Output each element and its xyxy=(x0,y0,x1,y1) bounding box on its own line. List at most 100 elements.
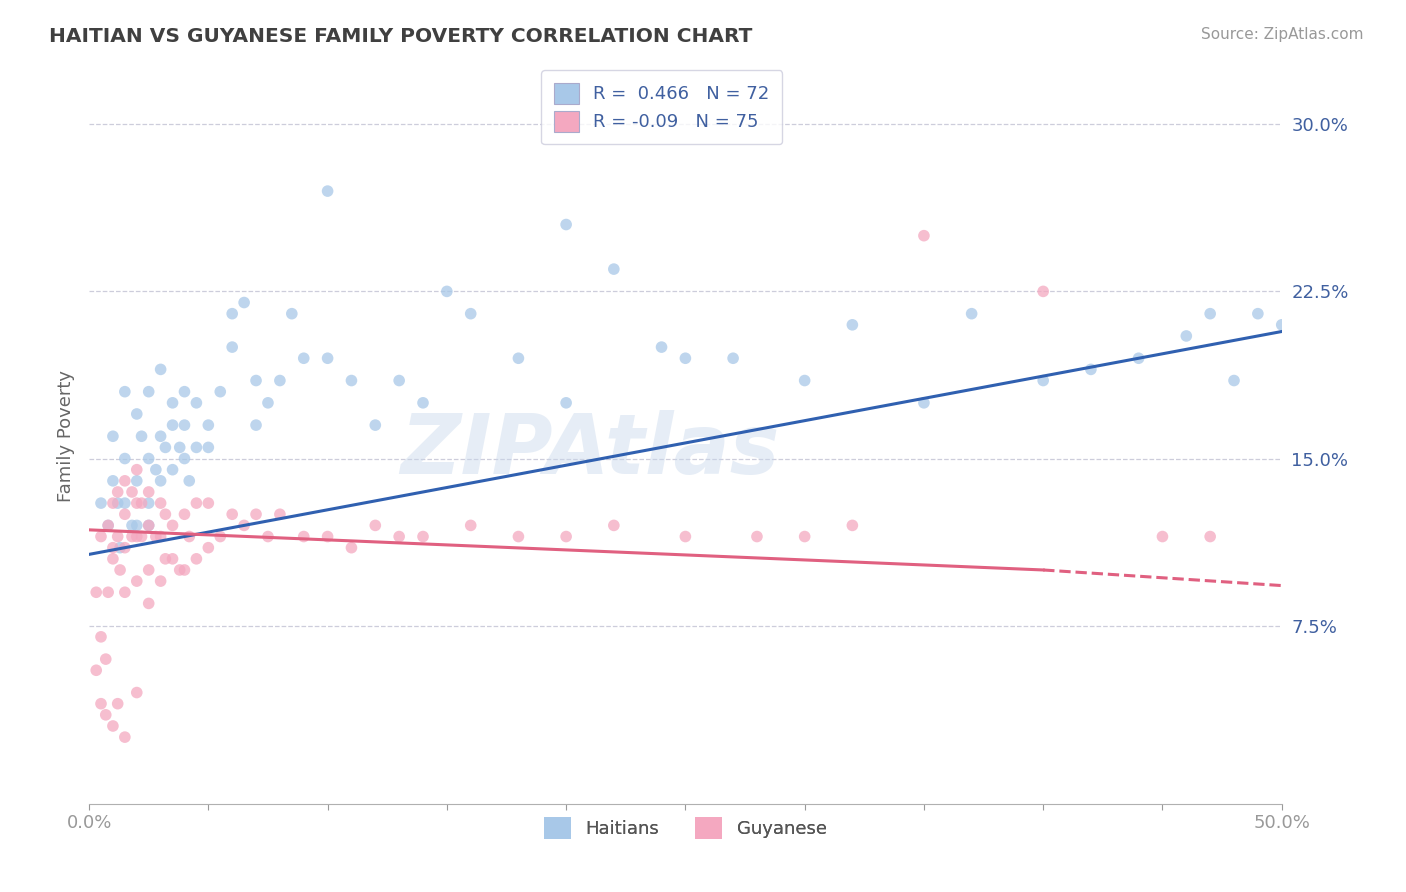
Point xyxy=(841,318,863,332)
Point xyxy=(162,518,184,533)
Point xyxy=(1032,285,1054,299)
Point xyxy=(125,574,148,588)
Point xyxy=(186,441,208,455)
Point xyxy=(603,262,626,277)
Point xyxy=(173,508,195,522)
Point xyxy=(145,463,167,477)
Point xyxy=(1247,307,1270,321)
Point xyxy=(269,374,291,388)
Point xyxy=(745,530,768,544)
Point xyxy=(107,697,129,711)
Point xyxy=(90,630,112,644)
Point xyxy=(90,496,112,510)
Point xyxy=(197,441,219,455)
Point xyxy=(138,384,160,399)
Point xyxy=(121,518,143,533)
Point xyxy=(125,530,148,544)
Point xyxy=(162,551,184,566)
Point xyxy=(292,351,315,366)
Point xyxy=(169,563,191,577)
Point xyxy=(316,530,339,544)
Point xyxy=(257,396,280,410)
Point xyxy=(114,508,136,522)
Point xyxy=(197,418,219,433)
Point xyxy=(221,340,243,354)
Point xyxy=(94,652,117,666)
Point xyxy=(145,530,167,544)
Point xyxy=(90,530,112,544)
Point xyxy=(209,530,232,544)
Point xyxy=(114,541,136,555)
Point xyxy=(173,563,195,577)
Y-axis label: Family Poverty: Family Poverty xyxy=(58,370,75,502)
Point xyxy=(186,551,208,566)
Point xyxy=(508,530,530,544)
Point xyxy=(125,474,148,488)
Point xyxy=(125,407,148,421)
Point xyxy=(841,518,863,533)
Point xyxy=(508,351,530,366)
Point xyxy=(460,307,482,321)
Point xyxy=(388,530,411,544)
Point xyxy=(138,451,160,466)
Point xyxy=(721,351,744,366)
Point xyxy=(221,307,243,321)
Point xyxy=(97,518,120,533)
Point xyxy=(108,541,131,555)
Point xyxy=(257,530,280,544)
Point xyxy=(149,474,172,488)
Point xyxy=(186,496,208,510)
Point xyxy=(233,518,256,533)
Point xyxy=(114,451,136,466)
Point xyxy=(131,429,153,443)
Point xyxy=(245,508,267,522)
Point xyxy=(155,441,177,455)
Point xyxy=(90,697,112,711)
Point xyxy=(281,307,304,321)
Point xyxy=(292,530,315,544)
Point xyxy=(316,351,339,366)
Point xyxy=(131,496,153,510)
Point xyxy=(651,340,673,354)
Legend: Haitians, Guyanese: Haitians, Guyanese xyxy=(537,810,834,847)
Point xyxy=(233,295,256,310)
Point xyxy=(603,518,626,533)
Point xyxy=(101,429,124,443)
Point xyxy=(114,730,136,744)
Point xyxy=(793,530,815,544)
Point xyxy=(912,228,935,243)
Point xyxy=(364,518,387,533)
Point xyxy=(169,441,191,455)
Point xyxy=(138,518,160,533)
Point xyxy=(101,719,124,733)
Point xyxy=(412,396,434,410)
Point xyxy=(149,496,172,510)
Point xyxy=(162,463,184,477)
Text: Source: ZipAtlas.com: Source: ZipAtlas.com xyxy=(1201,27,1364,42)
Point xyxy=(149,429,172,443)
Point xyxy=(1152,530,1174,544)
Point xyxy=(412,530,434,544)
Point xyxy=(125,518,148,533)
Point xyxy=(340,374,363,388)
Point xyxy=(97,585,120,599)
Point xyxy=(364,418,387,433)
Point xyxy=(460,518,482,533)
Point xyxy=(1199,530,1222,544)
Point xyxy=(155,508,177,522)
Point xyxy=(101,496,124,510)
Point xyxy=(84,663,107,677)
Point xyxy=(436,285,458,299)
Point xyxy=(162,418,184,433)
Point xyxy=(121,485,143,500)
Point xyxy=(84,585,107,599)
Point xyxy=(138,563,160,577)
Text: ZIPAtlas: ZIPAtlas xyxy=(401,410,780,491)
Point xyxy=(912,396,935,410)
Point xyxy=(555,396,578,410)
Point xyxy=(209,384,232,399)
Point xyxy=(1080,362,1102,376)
Point xyxy=(388,374,411,388)
Point xyxy=(1199,307,1222,321)
Point xyxy=(197,496,219,510)
